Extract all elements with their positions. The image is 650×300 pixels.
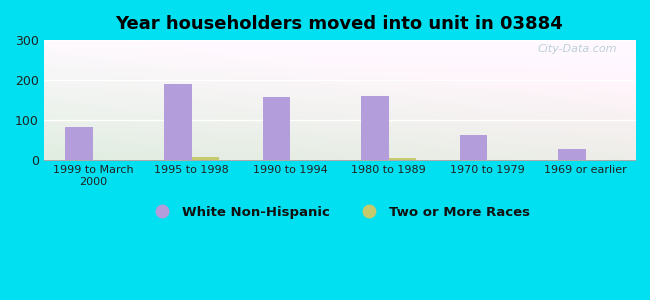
Bar — [164, 84, 192, 160]
Bar — [263, 97, 290, 160]
Legend: White Non-Hispanic, Two or More Races: White Non-Hispanic, Two or More Races — [144, 200, 535, 224]
Text: City-Data.com: City-Data.com — [538, 44, 618, 54]
Title: Year householders moved into unit in 03884: Year householders moved into unit in 038… — [116, 15, 564, 33]
Bar — [66, 128, 93, 160]
Bar — [460, 135, 488, 160]
Bar — [361, 96, 389, 160]
Bar — [558, 149, 586, 160]
Bar — [192, 158, 219, 160]
Bar — [389, 158, 416, 160]
